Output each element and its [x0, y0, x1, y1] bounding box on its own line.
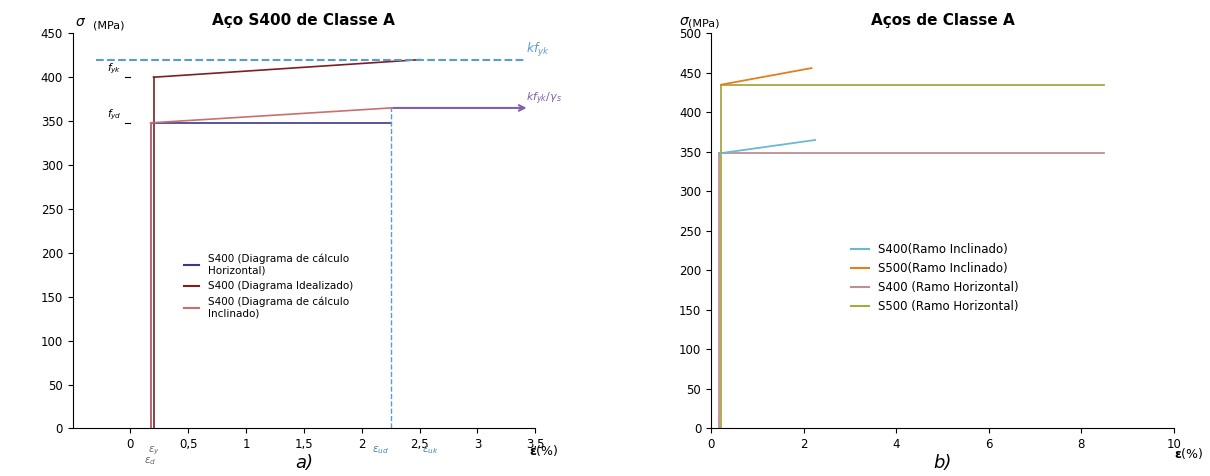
S400 (Diagrama de cálculo
Horizontal) [143, 120, 157, 126]
Line: S400 (Diagrama Idealizado): S400 (Diagrama Idealizado) [154, 60, 420, 77]
Text: (MPa): (MPa) [93, 20, 125, 30]
S400 (Diagrama Idealizado) [146, 74, 161, 80]
Text: b): b) [933, 454, 951, 472]
Text: $\sigma$: $\sigma$ [75, 15, 86, 30]
Text: $kf_{yk}/\gamma_s$: $kf_{yk}/\gamma_s$ [526, 90, 561, 107]
Text: $f_{yk}$: $f_{yk}$ [106, 62, 121, 76]
S400 (Diagrama de cálculo
Horizontal) [384, 120, 398, 126]
Line: S500(Ramo Inclinado): S500(Ramo Inclinado) [721, 68, 812, 85]
Legend: S400(Ramo Inclinado), S500(Ramo Inclinado), S400 (Ramo Horizontal), S500 (Ramo H: S400(Ramo Inclinado), S500(Ramo Inclinad… [847, 238, 1024, 318]
S400(Ramo Inclinado) [808, 137, 823, 143]
S500(Ramo Inclinado) [714, 82, 728, 88]
Text: $\sigma$: $\sigma$ [679, 14, 690, 29]
S400 (Diagrama de cálculo
Inclinado) [384, 105, 398, 111]
S400 (Diagrama de cálculo
Inclinado) [511, 105, 525, 111]
Text: $\boldsymbol{\varepsilon}$(%): $\boldsymbol{\varepsilon}$(%) [530, 443, 559, 458]
Legend: S400 (Diagrama de cálculo
Horizontal), S400 (Diagrama Idealizado), S400 (Diagram: S400 (Diagrama de cálculo Horizontal), S… [179, 250, 357, 323]
Text: $kf_{yk}$: $kf_{yk}$ [526, 41, 551, 59]
Title: Aços de Classe A: Aços de Classe A [870, 13, 1014, 28]
Text: $f_{yd}$: $f_{yd}$ [106, 108, 121, 122]
Text: (MPa): (MPa) [688, 18, 720, 28]
Text: a): a) [295, 454, 313, 472]
Text: $\boldsymbol{\varepsilon}$(%): $\boldsymbol{\varepsilon}$(%) [1174, 446, 1203, 461]
Text: $\varepsilon_{uk}$: $\varepsilon_{uk}$ [422, 444, 438, 456]
Text: $\varepsilon_y$: $\varepsilon_y$ [148, 444, 160, 456]
S500(Ramo Inclinado) [805, 65, 819, 71]
Text: $\varepsilon_d$: $\varepsilon_d$ [144, 455, 156, 466]
S400 (Diagrama Idealizado) [413, 57, 427, 62]
S400(Ramo Inclinado) [711, 150, 726, 156]
Title: Aço S400 de Classe A: Aço S400 de Classe A [213, 13, 396, 28]
Line: S400(Ramo Inclinado): S400(Ramo Inclinado) [719, 140, 816, 153]
Text: $\varepsilon_{ud}$: $\varepsilon_{ud}$ [371, 444, 388, 456]
